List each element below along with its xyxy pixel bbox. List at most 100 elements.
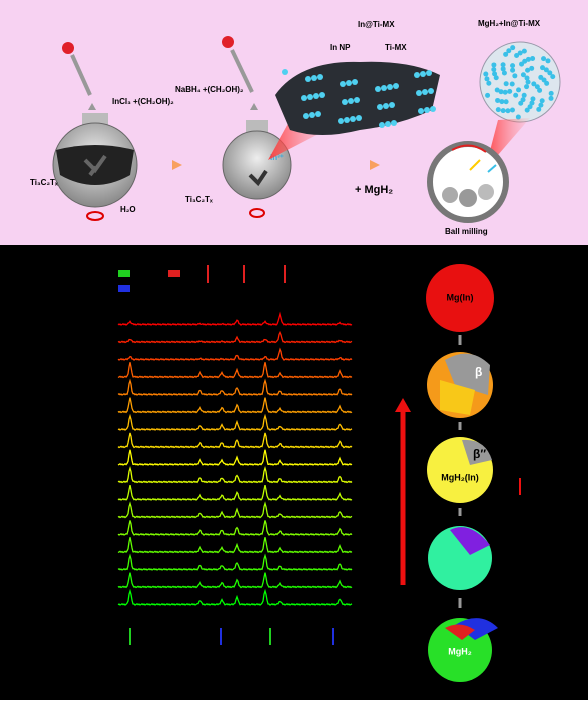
nanoparticle: [541, 77, 547, 83]
nanoparticle: [391, 120, 397, 126]
stage-label: MgH₂(In): [441, 472, 479, 482]
xrd-trace: [117, 413, 353, 431]
nanoparticle: [500, 108, 506, 114]
nanoparticle: [516, 87, 522, 93]
xrd-trace: [117, 378, 353, 396]
legend-swatch: [118, 285, 130, 292]
nanoparticle: [493, 75, 499, 81]
nanoparticle: [536, 106, 542, 112]
milling-label: Ball milling: [445, 227, 488, 236]
nanoparticle: [510, 45, 516, 51]
nanoparticle: [486, 80, 492, 86]
stage-label: β″: [473, 447, 486, 461]
nanoparticle: [315, 111, 321, 117]
nanoparticle: [543, 67, 549, 73]
nanoparticle: [505, 108, 511, 114]
substrate-2: Ti₃C₂Tₓ: [185, 195, 213, 204]
nanoparticle: [522, 58, 528, 64]
reagent-2: NaBH₄ +(CH₂OH)₂: [175, 85, 244, 94]
nanoparticle: [521, 92, 527, 98]
nanoparticle: [538, 102, 544, 108]
mxene-sheet: [275, 61, 440, 135]
nanoparticle: [500, 62, 506, 68]
nanoparticle: [524, 75, 530, 81]
nanoparticle: [420, 71, 426, 77]
legend-swatch: [168, 270, 180, 277]
nanoparticle: [521, 48, 527, 54]
arrow: [172, 160, 182, 170]
nanoparticle: [506, 48, 512, 54]
nanoparticle: [381, 85, 387, 91]
nanoparticle: [387, 84, 393, 90]
nanoparticle: [531, 81, 537, 87]
product-title: In@Ti-MX: [358, 20, 395, 29]
nanoparticle: [544, 80, 550, 86]
nanoparticle: [547, 70, 553, 76]
nanoparticle: [491, 62, 497, 68]
nanoparticle: [414, 72, 420, 78]
nanoparticle: [524, 107, 530, 113]
nanoparticle: [301, 95, 307, 101]
nanoparticle: [348, 98, 354, 104]
nanoparticle: [484, 76, 490, 82]
nanoparticle: [352, 79, 358, 85]
nanoparticle: [491, 67, 497, 73]
xrd-trace: [117, 465, 353, 484]
nanoparticle: [510, 63, 516, 69]
nanoparticle: [502, 89, 508, 95]
nanoparticle: [503, 99, 509, 105]
nanoparticle: [344, 117, 350, 123]
nanoparticle: [385, 121, 391, 127]
xrd-trace: [117, 449, 353, 466]
xrd-trace: [117, 330, 353, 344]
flask-2: [222, 36, 292, 218]
xrd-trace: [117, 520, 353, 536]
nanoparticle: [525, 56, 531, 62]
nanoparticle: [338, 118, 344, 124]
add-mgh2: + MgH₂: [355, 184, 393, 196]
nanoparticle: [494, 87, 500, 93]
xrd-trace: [117, 501, 353, 519]
nanoparticle: [507, 88, 513, 94]
nanoparticle: [424, 107, 430, 113]
nanoparticle: [514, 53, 520, 59]
xrd-trace: [117, 397, 353, 414]
nanoparticle: [510, 67, 516, 73]
nanoparticle: [540, 65, 546, 71]
nanoparticle: [430, 106, 436, 112]
nanoparticle: [313, 93, 319, 99]
solvent: H₂O: [120, 205, 136, 214]
nanoparticle: [350, 116, 356, 122]
legend-swatch: [118, 270, 130, 277]
nanoparticle: [529, 100, 535, 106]
nanoparticle: [305, 76, 311, 82]
nanoparticle: [495, 97, 501, 103]
nanoparticle: [512, 73, 518, 79]
nanoparticle: [534, 84, 540, 90]
nanoparticle: [426, 70, 432, 76]
nanoparticle: [503, 51, 509, 57]
xrd-trace: [117, 537, 353, 554]
nanoparticle: [499, 99, 505, 105]
nanoparticle: [389, 102, 395, 108]
nanoparticle: [340, 81, 346, 87]
nanoparticle: [379, 122, 385, 128]
nanoparticle: [509, 107, 515, 113]
nanoparticle: [541, 56, 547, 62]
nanoparticle: [307, 94, 313, 100]
nanoparticle: [416, 90, 422, 96]
nanoparticle: [498, 89, 504, 95]
nanoparticle: [539, 98, 545, 104]
nanoparticle: [525, 67, 531, 73]
xrd-trace: [117, 362, 353, 379]
nanoparticle: [319, 92, 325, 98]
xrd-trace: [117, 347, 353, 361]
nanoparticle: [530, 96, 536, 102]
reagent-1: InCl₃ +(CH₂OH)₂: [112, 97, 174, 106]
xrd-trace: [117, 588, 353, 606]
product-sheet: Ti-MX: [385, 43, 407, 52]
nanoparticle: [524, 84, 530, 90]
nanoparticle: [346, 80, 352, 86]
nanoparticle: [515, 114, 521, 120]
